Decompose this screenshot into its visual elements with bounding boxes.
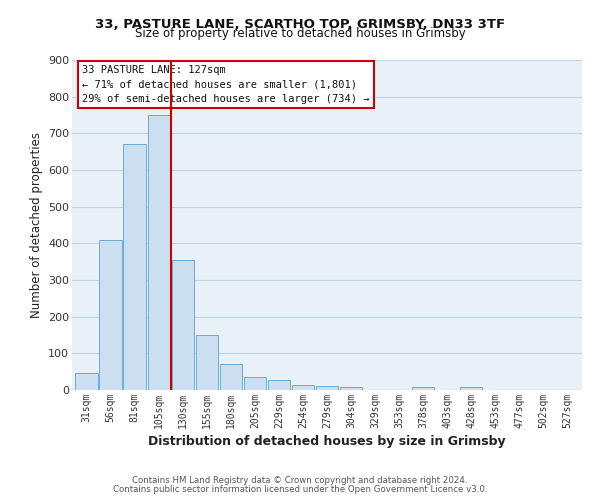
Bar	[76, 373, 98, 390]
Bar	[340, 388, 362, 390]
Bar	[172, 260, 194, 390]
Text: 33, PASTURE LANE, SCARTHO TOP, GRIMSBY, DN33 3TF: 33, PASTURE LANE, SCARTHO TOP, GRIMSBY, …	[95, 18, 505, 30]
Bar	[292, 384, 314, 390]
X-axis label: Distribution of detached houses by size in Grimsby: Distribution of detached houses by size …	[148, 435, 506, 448]
Bar	[460, 387, 482, 390]
Bar	[268, 380, 290, 390]
Bar	[100, 240, 122, 390]
Text: 33 PASTURE LANE: 127sqm
← 71% of detached houses are smaller (1,801)
29% of semi: 33 PASTURE LANE: 127sqm ← 71% of detache…	[82, 65, 370, 104]
Text: Size of property relative to detached houses in Grimsby: Size of property relative to detached ho…	[134, 28, 466, 40]
Bar	[412, 388, 434, 390]
Y-axis label: Number of detached properties: Number of detached properties	[29, 132, 43, 318]
Bar	[148, 115, 170, 390]
Bar	[196, 335, 218, 390]
Text: Contains public sector information licensed under the Open Government Licence v3: Contains public sector information licen…	[113, 485, 487, 494]
Bar	[220, 364, 242, 390]
Bar	[124, 144, 146, 390]
Bar	[244, 377, 266, 390]
Text: Contains HM Land Registry data © Crown copyright and database right 2024.: Contains HM Land Registry data © Crown c…	[132, 476, 468, 485]
Bar	[316, 386, 338, 390]
